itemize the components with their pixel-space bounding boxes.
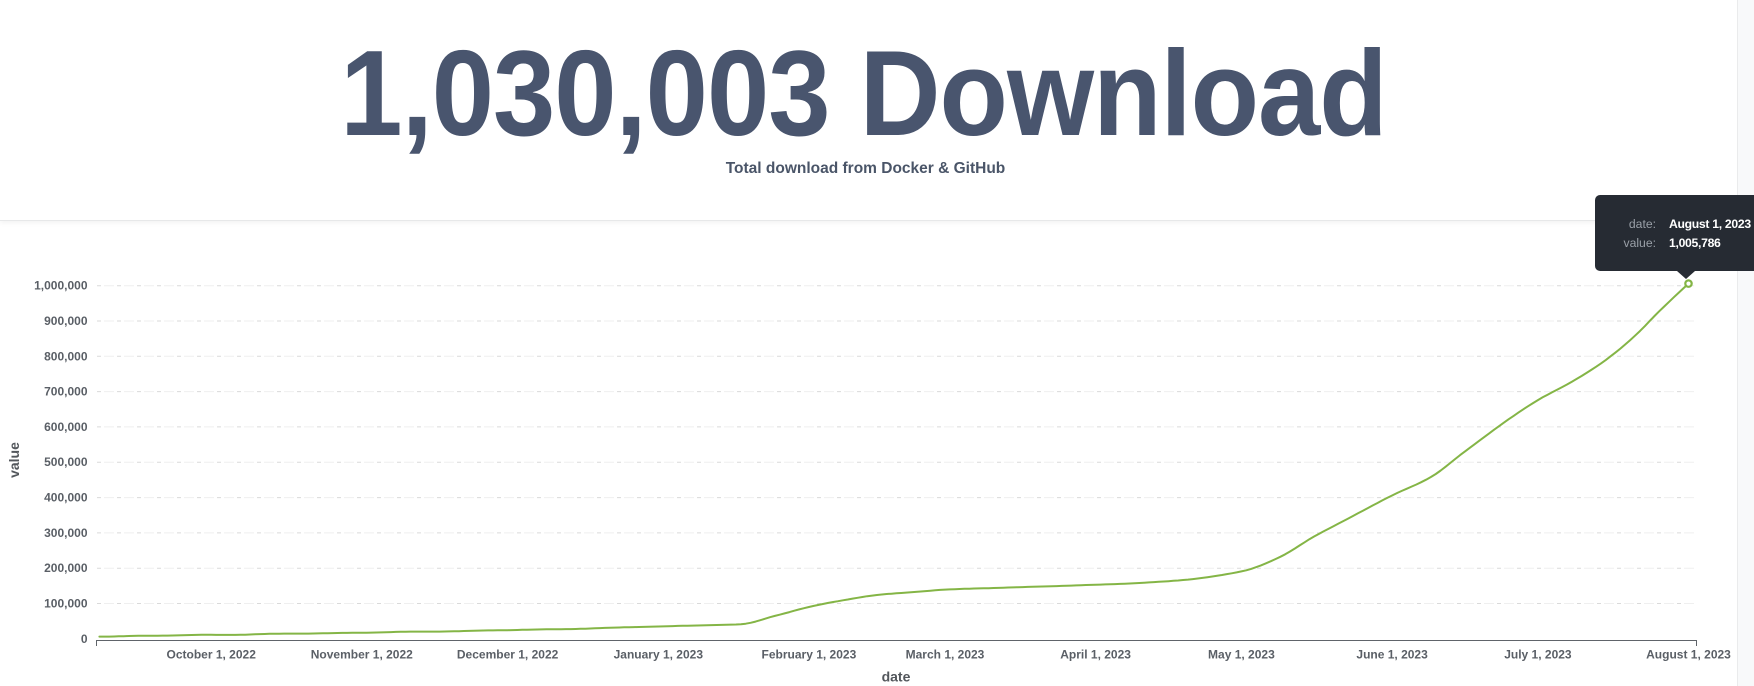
svg-text:April 1, 2023: April 1, 2023: [1060, 648, 1131, 662]
svg-text:700,000: 700,000: [44, 385, 88, 399]
svg-text:400,000: 400,000: [44, 491, 88, 505]
svg-text:500,000: 500,000: [44, 455, 88, 469]
svg-text:100,000: 100,000: [44, 597, 88, 611]
svg-text:1,000,000: 1,000,000: [34, 279, 88, 293]
svg-text:200,000: 200,000: [44, 561, 88, 575]
svg-text:600,000: 600,000: [44, 420, 88, 434]
svg-text:value: value: [6, 442, 22, 478]
svg-text:January 1, 2023: January 1, 2023: [614, 648, 704, 662]
svg-text:December 1, 2022: December 1, 2022: [457, 648, 559, 662]
svg-text:June 1, 2023: June 1, 2023: [1356, 648, 1428, 662]
svg-text:July 1, 2023: July 1, 2023: [1504, 648, 1572, 662]
svg-text:0: 0: [81, 632, 88, 646]
svg-text:August 1, 2023: August 1, 2023: [1646, 648, 1731, 662]
svg-text:date: date: [882, 669, 911, 685]
svg-text:900,000: 900,000: [44, 314, 88, 328]
svg-text:300,000: 300,000: [44, 526, 88, 540]
svg-text:November 1, 2022: November 1, 2022: [311, 648, 413, 662]
svg-text:March 1, 2023: March 1, 2023: [906, 648, 985, 662]
svg-text:October 1, 2022: October 1, 2022: [167, 648, 257, 662]
svg-text:800,000: 800,000: [44, 349, 88, 363]
svg-text:May 1, 2023: May 1, 2023: [1208, 648, 1275, 662]
svg-text:February 1, 2023: February 1, 2023: [762, 648, 857, 662]
